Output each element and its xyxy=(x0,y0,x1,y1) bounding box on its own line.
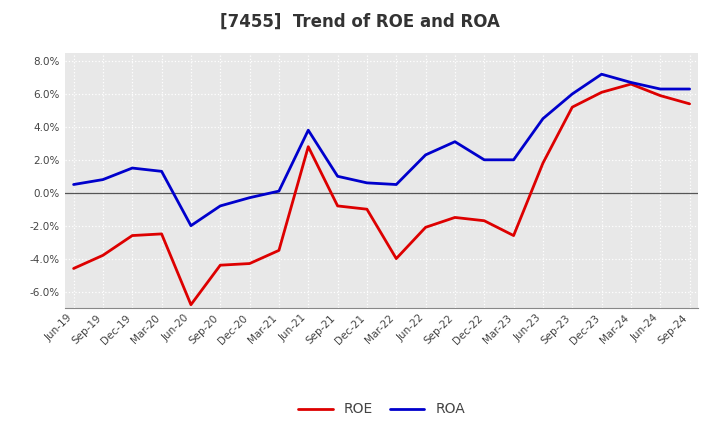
Line: ROE: ROE xyxy=(73,84,690,305)
ROA xyxy=(333,174,342,179)
ROA xyxy=(451,139,459,144)
ROA xyxy=(598,72,606,77)
Line: ROA: ROA xyxy=(73,74,690,226)
ROE xyxy=(304,144,312,149)
ROE xyxy=(274,248,283,253)
ROA xyxy=(685,86,694,92)
ROE xyxy=(480,218,489,224)
ROA xyxy=(626,80,635,85)
Text: [7455]  Trend of ROE and ROA: [7455] Trend of ROE and ROA xyxy=(220,13,500,31)
ROE xyxy=(157,231,166,237)
ROE xyxy=(392,256,400,261)
ROE xyxy=(333,203,342,209)
ROE xyxy=(656,93,665,98)
ROA xyxy=(99,177,107,182)
ROA xyxy=(509,157,518,162)
ROE xyxy=(363,206,372,212)
ROA xyxy=(363,180,372,186)
ROE xyxy=(421,225,430,230)
ROE xyxy=(509,233,518,238)
ROE xyxy=(626,81,635,87)
ROE xyxy=(128,233,137,238)
ROA xyxy=(69,182,78,187)
ROE xyxy=(246,261,254,266)
ROA xyxy=(421,152,430,158)
ROA xyxy=(157,169,166,174)
ROA xyxy=(392,182,400,187)
ROE xyxy=(451,215,459,220)
ROE xyxy=(568,104,577,110)
ROA xyxy=(480,157,489,162)
ROE xyxy=(685,101,694,106)
ROA xyxy=(568,92,577,97)
ROE xyxy=(186,302,195,308)
ROA xyxy=(128,165,137,171)
ROA xyxy=(304,128,312,133)
Legend: ROE, ROA: ROE, ROA xyxy=(292,396,471,422)
ROA xyxy=(656,86,665,92)
ROA xyxy=(539,116,547,121)
ROE xyxy=(69,266,78,271)
ROE xyxy=(216,263,225,268)
ROE xyxy=(539,161,547,166)
ROA xyxy=(274,188,283,194)
ROE xyxy=(598,90,606,95)
ROE xyxy=(99,253,107,258)
ROA xyxy=(216,203,225,209)
ROA xyxy=(186,223,195,228)
ROA xyxy=(246,195,254,200)
